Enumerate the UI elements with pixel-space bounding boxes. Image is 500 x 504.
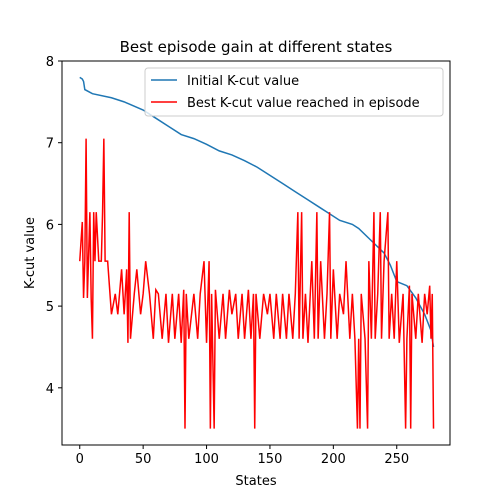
y-tick-label: 8 (46, 55, 54, 70)
plot-frame (61, 60, 451, 446)
x-tick-label: 0 (76, 452, 84, 467)
x-tick-label: 200 (321, 452, 346, 467)
y-tick-label: 4 (46, 382, 54, 397)
legend-box (144, 67, 444, 117)
legend-label: Initial K-cut value (187, 74, 299, 89)
y-tick-label: 5 (46, 300, 54, 315)
y-axis-label: K-cut value (23, 217, 38, 289)
x-tick-label: 100 (194, 452, 219, 467)
x-tick-label: 250 (384, 452, 409, 467)
chart-title: Best episode gain at different states (120, 38, 393, 56)
x-tick-label: 150 (258, 452, 283, 467)
series-line (79, 138, 435, 429)
series-line (79, 76, 435, 348)
x-axis-label: States (235, 474, 276, 489)
x-tick-label: 50 (135, 452, 152, 467)
legend-label: Best K-cut value reached in episode (187, 96, 420, 111)
y-tick-label: 7 (46, 137, 54, 152)
y-tick-label: 6 (46, 218, 54, 233)
